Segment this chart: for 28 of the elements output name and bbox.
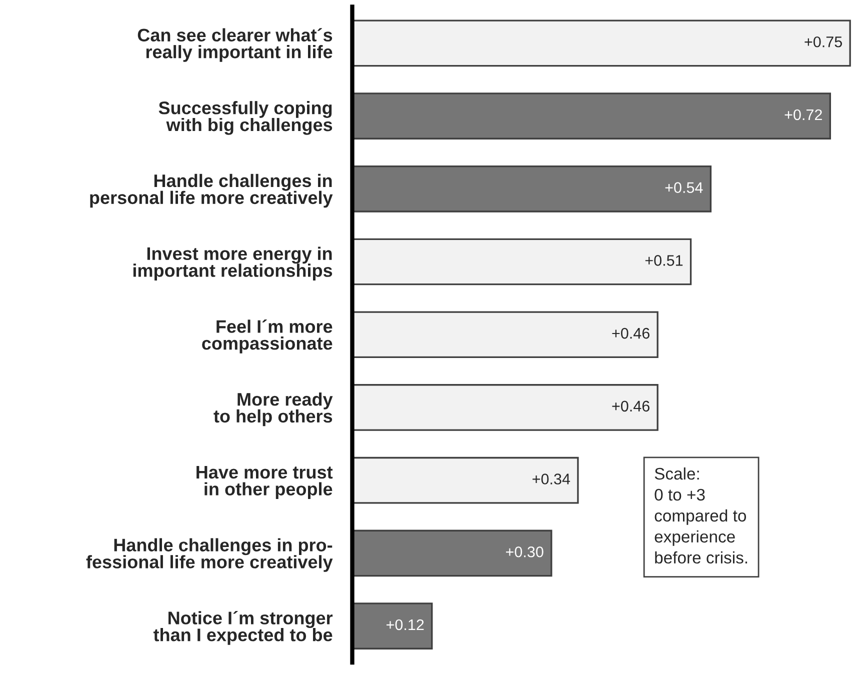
data-label: +0.46: [612, 328, 650, 339]
data-label: +0.72: [784, 109, 822, 120]
y-tick-label: Can see clearer what´s really important in life: [138, 28, 332, 62]
bar: [352, 92, 832, 140]
y-tick-label: Successfully coping with big challenges: [158, 101, 332, 135]
data-label: +0.34: [532, 474, 570, 484]
bar: [352, 456, 579, 504]
bar: [352, 238, 692, 286]
annotation: Scale: 0 to +3 compared to experience before crisis.: [654, 467, 748, 564]
data-label: +0.51: [645, 255, 683, 266]
data-label: +0.75: [804, 36, 842, 48]
data-label: +0.54: [665, 182, 703, 194]
y-tick-label: Handle challenges in pro- fessional life more creatively: [86, 538, 333, 572]
y-tick-label: Have more trust in other people: [196, 466, 333, 500]
bar: [352, 602, 433, 650]
bar: [352, 20, 851, 67]
data-label: +0.12: [386, 619, 424, 630]
y-tick-label: Feel I´m more compassionate: [202, 320, 332, 354]
y-tick-label: More ready to help others: [214, 392, 333, 426]
bar: [352, 165, 712, 212]
bar: [352, 384, 658, 431]
data-label: +0.46: [612, 400, 650, 412]
y-tick-label: Handle challenges in personal life more creatively: [90, 174, 333, 208]
bar: [352, 530, 552, 577]
data-label: +0.30: [506, 546, 544, 558]
y-tick-label: Invest more energy in important relationships: [133, 246, 332, 281]
y-tick-label: Notice I´m stronger than I expected to be: [153, 610, 333, 645]
bar: [352, 311, 658, 358]
